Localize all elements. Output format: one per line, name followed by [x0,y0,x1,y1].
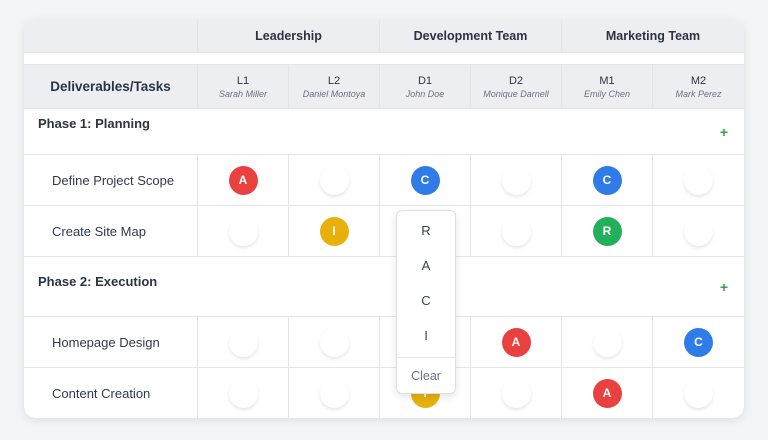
raci-cell[interactable]: C [380,155,471,206]
phase-row: + [198,257,744,317]
role-option-i[interactable]: I [424,328,428,343]
member-header-m2: M2 Mark Perez [653,65,744,109]
raci-grid: Leadership Development Team Marketing Te… [24,20,744,418]
role-badge[interactable] [319,165,349,195]
member-name: Emily Chen [583,88,630,99]
member-code: L2 [327,74,341,87]
role-option-r[interactable]: R [421,223,431,238]
role-badge[interactable]: A [228,165,258,195]
role-option-c[interactable]: C [421,293,431,308]
raci-cell[interactable] [471,155,562,206]
raci-cell[interactable]: I [289,206,380,257]
menu-divider [397,357,455,358]
group-header-development: Development Team [380,20,562,53]
role-badge[interactable]: A [592,378,622,408]
role-badge[interactable] [319,378,349,408]
add-task-button[interactable]: + [719,278,728,295]
role-badge[interactable] [501,378,531,408]
member-header-d1: D1 John Doe [380,65,471,109]
raci-cell[interactable] [198,206,289,257]
raci-cell[interactable]: A [198,155,289,206]
raci-cell[interactable] [471,206,562,257]
header-separator [24,53,744,65]
group-header-leadership: Leadership [198,20,380,53]
role-badge[interactable] [592,327,622,357]
role-badge[interactable] [684,378,713,408]
task-name: Define Project Scope [24,155,198,206]
role-badge[interactable]: C [410,165,440,195]
raci-cell[interactable]: A [471,317,562,368]
raci-cell[interactable] [653,155,744,206]
role-badge[interactable]: C [592,165,622,195]
raci-cell[interactable] [198,368,289,418]
add-task-button[interactable]: + [719,123,728,140]
role-badge[interactable]: R [592,216,622,246]
role-badge[interactable] [228,216,258,246]
task-name: Create Site Map [24,206,198,257]
role-badge[interactable] [228,378,258,408]
role-option-a[interactable]: A [421,258,431,273]
member-code: D1 [417,74,433,87]
raci-cell[interactable] [562,317,653,368]
member-name: Daniel Montoya [302,88,366,99]
member-name: John Doe [405,88,445,99]
raci-cell[interactable] [289,317,380,368]
role-badge[interactable] [501,216,531,246]
role-dropdown-menu: R A C I Clear [396,210,456,394]
role-badge[interactable]: A [501,327,531,357]
member-code: L1 [236,74,250,87]
role-badge[interactable] [684,216,713,246]
raci-cell[interactable]: R [562,206,653,257]
raci-cell[interactable] [289,368,380,418]
member-code: D2 [508,74,524,87]
member-code: M1 [599,74,615,87]
role-badge[interactable] [319,327,349,357]
raci-cell[interactable] [289,155,380,206]
group-header-marketing: Marketing Team [562,20,744,53]
raci-cell[interactable] [653,368,744,418]
member-header-l2: L2 Daniel Montoya [289,65,380,109]
raci-cell[interactable]: C [653,317,744,368]
phase-title: Phase 2: Execution [24,257,198,317]
member-code: M2 [690,74,707,87]
member-header-l1: L1 Sarah Miller [198,65,289,109]
role-badge[interactable]: C [684,327,713,357]
group-header-empty [24,20,198,53]
task-name: Content Creation [24,368,198,418]
phase-title: Phase 1: Planning [24,109,198,155]
member-name: Sarah Miller [218,88,267,99]
raci-cell[interactable]: A [562,368,653,418]
task-name: Homepage Design [24,317,198,368]
member-header-d2: D2 Monique Darnell [471,65,562,109]
role-badge[interactable]: I [319,216,349,246]
raci-matrix-card: Leadership Development Team Marketing Te… [24,20,744,418]
phase-row: + [198,109,744,155]
role-badge[interactable] [228,327,258,357]
clear-role-option[interactable]: Clear [411,369,441,383]
tasks-column-header: Deliverables/Tasks [24,65,198,109]
role-badge[interactable] [684,165,713,195]
raci-cell[interactable] [198,317,289,368]
member-name: Mark Perez [675,88,722,99]
member-name: Monique Darnell [483,88,549,99]
member-header-m1: M1 Emily Chen [562,65,653,109]
role-badge[interactable] [501,165,531,195]
raci-cell[interactable] [653,206,744,257]
raci-cell[interactable]: C [562,155,653,206]
raci-cell[interactable] [471,368,562,418]
